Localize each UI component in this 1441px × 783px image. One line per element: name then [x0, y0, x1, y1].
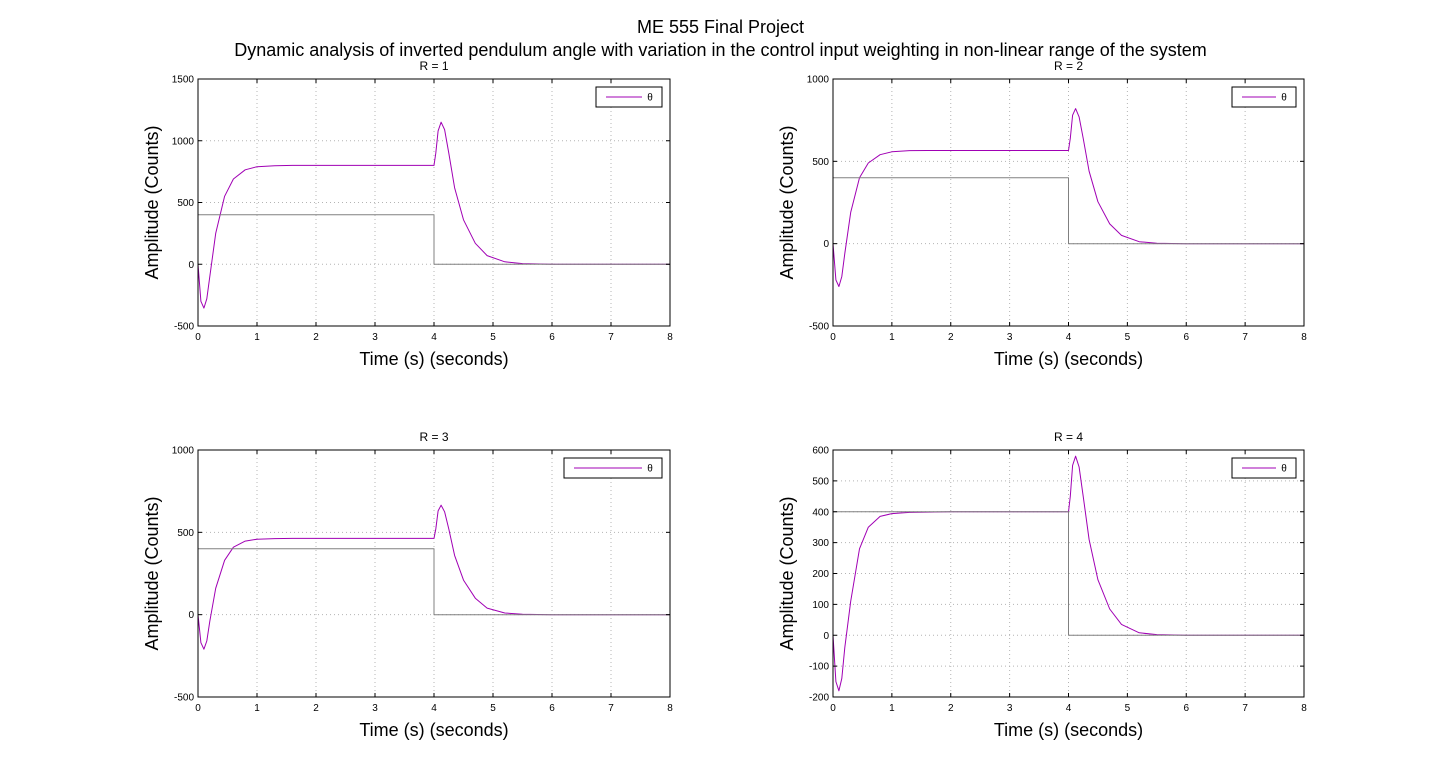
legend: θ — [1231, 457, 1297, 479]
x-tick-label: 4 — [1066, 332, 1072, 343]
y-tick-label: -200 — [809, 693, 829, 704]
reference-line — [833, 177, 1304, 245]
y-tick-label: 0 — [188, 260, 194, 271]
y-tick-label: 0 — [823, 631, 829, 642]
y-axis-label: Amplitude (Counts) — [142, 496, 162, 650]
legend: θ — [1231, 86, 1297, 108]
x-tick-label: 8 — [667, 332, 673, 343]
y-tick-label: 500 — [177, 528, 194, 539]
y-tick-label: 0 — [188, 610, 194, 621]
x-tick-label: 3 — [372, 332, 378, 343]
x-tick-label: 0 — [830, 332, 836, 343]
x-tick-label: 0 — [195, 703, 201, 714]
y-axis-label: Amplitude (Counts) — [777, 125, 797, 279]
subplot-title: R = 4 — [1054, 430, 1083, 444]
x-tick-label: 4 — [431, 332, 437, 343]
legend-label: θ — [1281, 93, 1287, 104]
x-tick-label: 5 — [490, 703, 496, 714]
x-axis-label: Time (s) (seconds) — [994, 349, 1143, 369]
x-tick-label: 2 — [313, 332, 319, 343]
y-tick-label: 300 — [812, 538, 829, 549]
y-tick-label: 600 — [812, 446, 829, 457]
x-tick-label: 1 — [889, 703, 895, 714]
x-tick-label: 5 — [1125, 332, 1131, 343]
reference-line — [198, 214, 670, 265]
x-tick-label: 3 — [372, 703, 378, 714]
x-tick-label: 6 — [1183, 703, 1189, 714]
x-tick-label: 1 — [889, 332, 895, 343]
reference-line — [198, 548, 670, 616]
legend-label: θ — [647, 464, 653, 475]
subplot-title: R = 2 — [1054, 59, 1083, 73]
x-tick-label: 6 — [549, 703, 555, 714]
x-tick-label: 0 — [830, 703, 836, 714]
y-tick-label: 1000 — [172, 446, 195, 457]
subplot-4: 0 1 2 3 4 5 6 7 8 -200 -100 0 100 200 300 400 500 600 R = … — [777, 430, 1307, 740]
legend-label: θ — [647, 93, 653, 104]
x-tick-label: 6 — [1183, 332, 1189, 343]
x-axis-label: Time (s) (seconds) — [359, 349, 508, 369]
x-tick-label: 2 — [948, 703, 954, 714]
x-tick-label: 5 — [490, 332, 496, 343]
x-axis-label: Time (s) (seconds) — [359, 720, 508, 740]
x-tick-label: 4 — [431, 703, 437, 714]
y-tick-label: 400 — [812, 507, 829, 518]
reference-line — [833, 511, 1304, 636]
x-tick-label: 8 — [1301, 703, 1307, 714]
x-tick-label: 4 — [1066, 703, 1072, 714]
x-tick-label: 3 — [1007, 703, 1013, 714]
x-tick-label: 2 — [948, 332, 954, 343]
y-tick-label: 200 — [812, 569, 829, 580]
y-tick-label: 1000 — [172, 136, 195, 147]
x-tick-label: 8 — [667, 703, 673, 714]
x-tick-label: 7 — [1242, 332, 1248, 343]
legend: θ — [563, 457, 663, 479]
x-tick-label: 7 — [608, 332, 614, 343]
x-tick-label: 5 — [1125, 703, 1131, 714]
x-tick-label: 8 — [1301, 332, 1307, 343]
x-tick-label: 2 — [313, 703, 319, 714]
y-tick-label: 500 — [812, 476, 829, 487]
y-tick-label: -100 — [809, 662, 829, 673]
series-line — [197, 504, 670, 650]
figure-title: ME 555 Final Project — [636, 17, 805, 37]
x-tick-label: 0 — [195, 332, 201, 343]
x-tick-label: 6 — [549, 332, 555, 343]
y-axis-label: Amplitude (Counts) — [777, 496, 797, 650]
subplot-title: R = 1 — [419, 59, 448, 73]
x-tick-label: 7 — [1242, 703, 1248, 714]
y-tick-label: -500 — [174, 693, 194, 704]
y-tick-label: 100 — [812, 600, 829, 611]
y-tick-label: 500 — [177, 198, 194, 209]
y-tick-label: 1000 — [807, 75, 830, 86]
y-tick-label: 500 — [812, 157, 829, 168]
y-tick-label: 0 — [823, 239, 829, 250]
x-tick-label: 3 — [1007, 332, 1013, 343]
series-line — [197, 121, 670, 309]
x-tick-label: 1 — [254, 703, 260, 714]
y-axis-label: Amplitude (Counts) — [142, 125, 162, 279]
series-line — [832, 108, 1304, 287]
legend-label: θ — [1281, 464, 1287, 475]
y-tick-label: -500 — [809, 322, 829, 333]
x-tick-label: 7 — [608, 703, 614, 714]
subplot-title: R = 3 — [419, 430, 448, 444]
x-axis-label: Time (s) (seconds) — [994, 720, 1143, 740]
legend: θ — [595, 86, 663, 108]
figure-subtitle: Dynamic analysis of inverted pendulum an… — [234, 40, 1207, 60]
y-tick-label: 1500 — [172, 75, 195, 86]
x-tick-label: 1 — [254, 332, 260, 343]
y-tick-label: -500 — [174, 322, 194, 333]
